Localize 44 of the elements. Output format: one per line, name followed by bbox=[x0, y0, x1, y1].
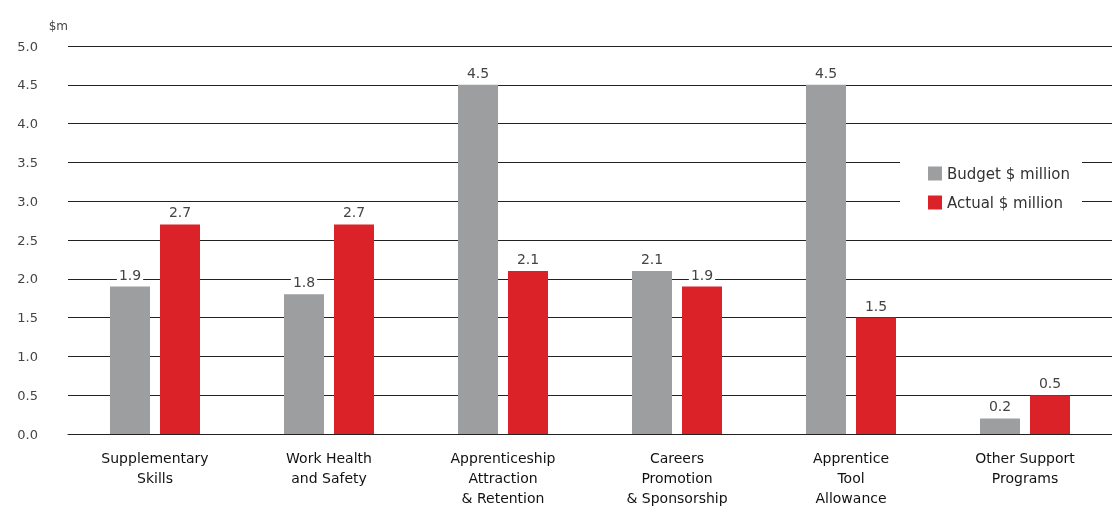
legend-label: Budget $ million bbox=[947, 164, 1070, 183]
bar bbox=[980, 418, 1020, 434]
legend-label: Actual $ million bbox=[947, 193, 1064, 212]
text: 1.0 bbox=[17, 348, 38, 364]
bar bbox=[110, 286, 150, 434]
x-tick-label: Work Health and Safety bbox=[286, 450, 372, 486]
text: 4.5 bbox=[17, 77, 38, 93]
x-tick-label: Supplementary Skills bbox=[101, 450, 209, 486]
text: 3.5 bbox=[17, 154, 38, 170]
x-tick-label: Other Support Programs bbox=[975, 450, 1076, 486]
data-label: 2.1 bbox=[640, 251, 664, 268]
x-tick-label: Careers Promotion & Sponsorship bbox=[626, 450, 728, 506]
text: 3.0 bbox=[17, 193, 38, 209]
text: 2.5 bbox=[17, 232, 38, 248]
data-label: 1.8 bbox=[292, 274, 316, 291]
x-tick-label: Apprenticeship Attraction & Retention bbox=[450, 450, 556, 506]
data-label: 1.9 bbox=[690, 266, 714, 283]
data-label: 4.5 bbox=[466, 64, 490, 81]
data-label: 4.5 bbox=[814, 64, 838, 81]
text: 4.0 bbox=[17, 116, 38, 132]
bar bbox=[1030, 395, 1070, 434]
bar bbox=[682, 286, 722, 434]
text: 0.5 bbox=[17, 387, 38, 403]
bar bbox=[856, 317, 896, 434]
bar bbox=[458, 84, 498, 434]
data-label: 2.1 bbox=[516, 251, 540, 268]
data-label: 0.5 bbox=[1038, 375, 1062, 392]
bar bbox=[806, 84, 846, 434]
y-axis-title: $m bbox=[48, 19, 68, 33]
text: 0.0 bbox=[17, 426, 38, 442]
data-label: 1.9 bbox=[118, 266, 142, 283]
bar bbox=[284, 294, 324, 434]
bar bbox=[160, 224, 200, 434]
text: 2.0 bbox=[17, 271, 38, 287]
bar bbox=[508, 271, 548, 434]
bar bbox=[632, 271, 672, 434]
data-label: 1.5 bbox=[864, 297, 888, 314]
text: 1.5 bbox=[17, 310, 38, 326]
x-tick-label: Apprentice Tool Allowance bbox=[813, 450, 889, 506]
text: 5.0 bbox=[17, 38, 38, 54]
data-label: 2.7 bbox=[342, 204, 366, 221]
data-label: 0.2 bbox=[988, 398, 1012, 415]
data-label: 2.7 bbox=[168, 204, 192, 221]
bar bbox=[334, 224, 374, 434]
